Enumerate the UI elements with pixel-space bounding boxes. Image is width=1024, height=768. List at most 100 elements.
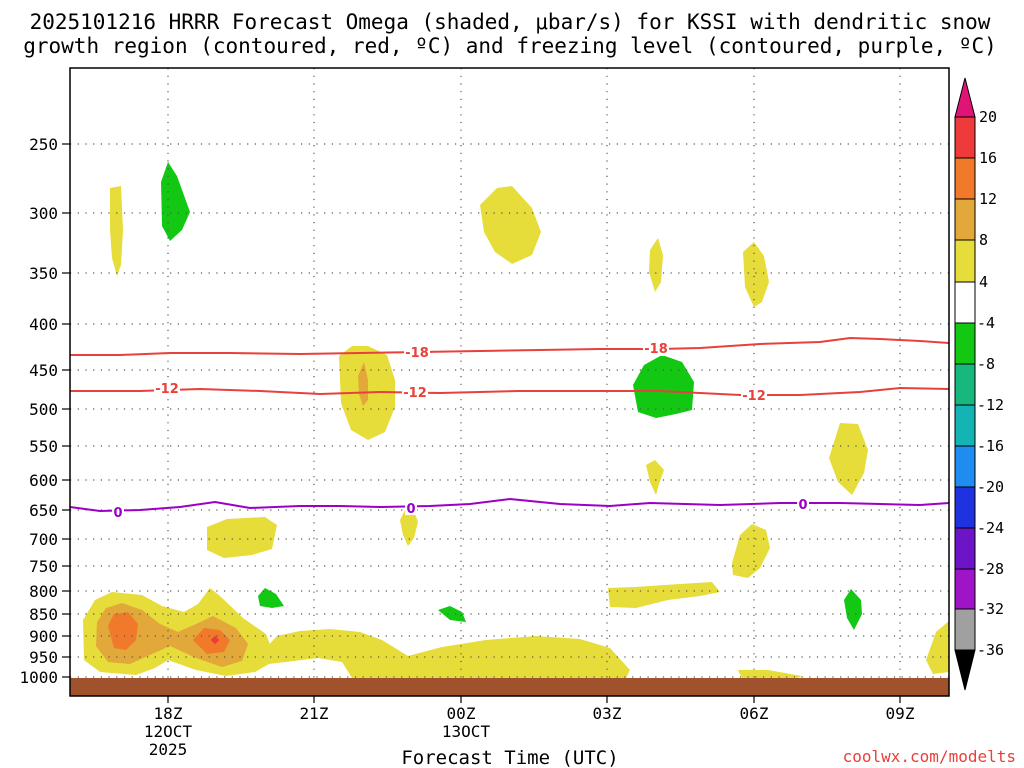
contour-label-zero: 0 xyxy=(798,498,807,513)
colorbar-bin xyxy=(954,363,976,406)
y-tick-label: 400 xyxy=(29,315,58,334)
y-tick-label: 900 xyxy=(29,627,58,646)
colorbar-label: 16 xyxy=(979,149,997,167)
colorbar-bin xyxy=(954,486,976,529)
y-tick-label: 850 xyxy=(29,605,58,624)
y-tick-labels: 250 300 350 400 450 500 550 600 650 700 … xyxy=(19,135,58,687)
colorbar-label: -36 xyxy=(977,641,1004,659)
x-tick-label: 18Z xyxy=(154,704,183,723)
x-tick-label: 21Z xyxy=(300,704,329,723)
omega-blob xyxy=(438,606,466,622)
contour-label-bg xyxy=(402,386,428,400)
y-tick-label: 650 xyxy=(29,501,58,520)
colorbar-bin xyxy=(954,404,976,447)
x-tick-sublabel-year: 2025 xyxy=(149,740,188,759)
y-tick-label: 800 xyxy=(29,582,58,601)
y-tick-label: 1000 xyxy=(19,668,58,687)
y-tick-label: 950 xyxy=(29,648,58,667)
x-tick-sublabel-date: 13OCT xyxy=(442,722,491,741)
omega-blob xyxy=(193,628,230,654)
colorbar-bottom-arrow xyxy=(954,649,976,691)
credit-link[interactable]: coolwx.com/modelts xyxy=(843,747,1016,766)
omega-blob xyxy=(646,460,664,495)
contour-freezing-level xyxy=(69,497,950,513)
contour-label-bg xyxy=(405,501,417,515)
colorbar-bin xyxy=(954,157,976,200)
colorbar-labels: 20 16 12 8 4 -4 -8 -12 -16 -20 -24 -28 -… xyxy=(977,108,1004,659)
contour-labels: -18 -18 -12 -12 -12 0 0 0 xyxy=(112,342,809,521)
colorbar-top-arrow xyxy=(954,77,976,118)
x-tick-labels: 18Z 12OCT 2025 21Z 00Z 13OCT 03Z 06Z 09Z xyxy=(144,704,915,759)
colorbar-bin xyxy=(954,568,976,610)
contour-label-minus12: -12 xyxy=(403,386,427,401)
colorbar-label: 20 xyxy=(979,108,997,126)
omega-blob xyxy=(258,588,284,608)
colorbar-label: -32 xyxy=(977,600,1004,618)
colorbar-label: 8 xyxy=(979,231,988,249)
chart-title-line1: 2025101216 HRRR Forecast Omega (shaded, … xyxy=(30,10,991,34)
omega-blob xyxy=(649,238,663,292)
colorbar-bin xyxy=(954,198,976,241)
omega-blob xyxy=(926,621,949,674)
y-tick-label: 750 xyxy=(29,557,58,576)
omega-blob xyxy=(633,355,694,418)
colorbar-bin xyxy=(954,608,976,651)
colorbar: 20 16 12 8 4 -4 -8 -12 -16 -20 -24 -28 -… xyxy=(954,77,1004,691)
contour-label-minus12: -12 xyxy=(155,382,179,397)
omega-blob xyxy=(108,612,138,650)
omega-shading-12-16 xyxy=(108,612,230,654)
y-tick-label: 250 xyxy=(29,135,58,154)
colorbar-bin xyxy=(954,116,976,159)
y-tick-label: 450 xyxy=(29,361,58,380)
x-axis xyxy=(167,696,901,703)
contour-dgz-minus18 xyxy=(70,336,950,356)
colorbar-bin xyxy=(954,239,976,283)
colorbar-label: -8 xyxy=(977,355,995,373)
colorbar-label: -4 xyxy=(977,314,995,332)
omega-blob xyxy=(480,186,541,264)
x-tick-label: 06Z xyxy=(740,704,769,723)
omega-shading-neg4-neg8 xyxy=(161,162,862,630)
x-tick-label: 00Z xyxy=(447,704,476,723)
contour-label-bg xyxy=(112,505,124,519)
omega-blob xyxy=(161,162,190,241)
y-tick-label: 500 xyxy=(29,400,58,419)
contour-label-bg xyxy=(643,342,669,356)
colorbar-label: 4 xyxy=(979,273,988,291)
contour-label-zero: 0 xyxy=(406,502,415,517)
contour-label-zero: 0 xyxy=(113,506,122,521)
omega-blob xyxy=(358,362,368,406)
contour-label-bg xyxy=(741,389,767,403)
contour-label-minus12: -12 xyxy=(742,389,766,404)
x-tick-label: 03Z xyxy=(593,704,622,723)
contour-label-bg xyxy=(404,346,430,360)
colorbar-bin xyxy=(954,527,976,570)
colorbar-label: -12 xyxy=(977,396,1004,414)
x-tick-sublabel-date: 12OCT xyxy=(144,722,193,741)
y-axis xyxy=(62,143,70,678)
x-axis-title: Forecast Time (UTC) xyxy=(401,747,618,768)
contour-label-bg xyxy=(154,382,180,396)
colorbar-label: -24 xyxy=(977,519,1004,537)
omega-blob xyxy=(110,186,123,276)
y-tick-label: 300 xyxy=(29,204,58,223)
colorbar-label: -20 xyxy=(977,478,1004,496)
colorbar-label: -16 xyxy=(977,437,1004,455)
contour-label-minus18: -18 xyxy=(405,346,429,361)
colorbar-label: 12 xyxy=(979,190,997,208)
omega-blob xyxy=(207,517,277,558)
omega-blob xyxy=(608,582,720,608)
plot-area: -18 -18 -12 -12 -12 0 0 0 xyxy=(69,67,950,697)
y-tick-label: 550 xyxy=(29,437,58,456)
colorbar-bin xyxy=(954,445,976,488)
x-tick-label: 09Z xyxy=(886,704,915,723)
omega-blob xyxy=(732,524,770,578)
plot-frame xyxy=(69,67,950,697)
omega-blob xyxy=(743,242,769,307)
chart-title-line2: growth region (contoured, red, ºC) and f… xyxy=(23,34,997,58)
omega-blob xyxy=(829,423,868,495)
colorbar-bin xyxy=(954,322,976,365)
contour-dgz-minus12 xyxy=(70,386,950,396)
contour-label-minus18: -18 xyxy=(644,342,668,357)
